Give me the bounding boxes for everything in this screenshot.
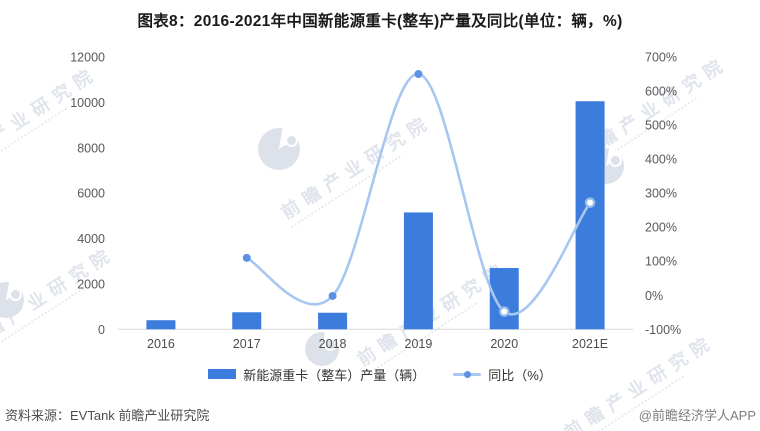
line-marker-2020 [498, 306, 510, 317]
line-marker-2019 [414, 70, 423, 79]
bar-2019 [403, 212, 433, 330]
y-left-tick-label: 8000 [77, 141, 105, 155]
source-note: 资料来源：EVTank 前瞻产业研究院 [5, 408, 210, 423]
y-left-tick-label: 2000 [77, 277, 105, 291]
x-category-label: 2018 [319, 337, 347, 351]
bar-2018 [318, 312, 348, 330]
legend-item-production: 新能源重卡（整车）产量（辆） [208, 365, 425, 384]
y-right-tick-label: 0% [645, 289, 663, 303]
bar-series-swatch [208, 369, 237, 379]
y-left-tick-label: 12000 [70, 51, 105, 65]
credit-note: @前瞻经济学人APP [638, 408, 756, 423]
footer: 资料来源：EVTank 前瞻产业研究院 @前瞻经济学人APP [0, 402, 760, 426]
y-right-tick-label: -100% [645, 323, 681, 337]
y-right-tick-label: 100% [645, 255, 677, 269]
line-series-swatch [453, 369, 482, 379]
x-category-label: 2021E [572, 337, 608, 351]
x-category-label: 2016 [147, 337, 175, 351]
y-right-tick-label: 300% [645, 187, 677, 201]
legend-label-yoy: 同比（%） [488, 367, 552, 383]
legend-item-yoy: 同比（%） [453, 365, 552, 384]
x-category-label: 2019 [405, 337, 433, 351]
combo-chart-plot: 0 2000 4000 6000 8000 10000 12000 -100% 0% 100% 20… [70, 51, 681, 352]
line-marker-2018 [328, 291, 337, 300]
y-left-tick-label: 0 [98, 323, 105, 337]
y-right-tick-label: 500% [645, 119, 677, 133]
bar-2021E [575, 101, 605, 330]
y-left-tick-label: 10000 [70, 96, 105, 110]
legend: 新能源重卡（整车）产量（辆） 同比（%） [0, 364, 760, 384]
y-right-tick-label: 600% [645, 85, 677, 99]
x-category-label: 2017 [233, 337, 261, 351]
y-right-tick-label: 400% [645, 153, 677, 167]
line-marker-2017 [242, 253, 251, 262]
x-category-label: 2020 [490, 337, 518, 351]
bar-2016 [146, 320, 176, 330]
bar-2017 [232, 312, 262, 330]
y-right-tick-label: 200% [645, 221, 677, 235]
y-right-tick-label: 700% [645, 51, 677, 65]
line-marker-2021E [584, 197, 596, 208]
y-left-tick-label: 6000 [77, 187, 105, 201]
legend-label-production: 新能源重卡（整车）产量（辆） [243, 367, 426, 383]
chart-title: 图表8：2016-2021年中国新能源重卡(整车)产量及同比(单位：辆，%) [137, 13, 623, 30]
y-left-tick-label: 4000 [77, 232, 105, 246]
